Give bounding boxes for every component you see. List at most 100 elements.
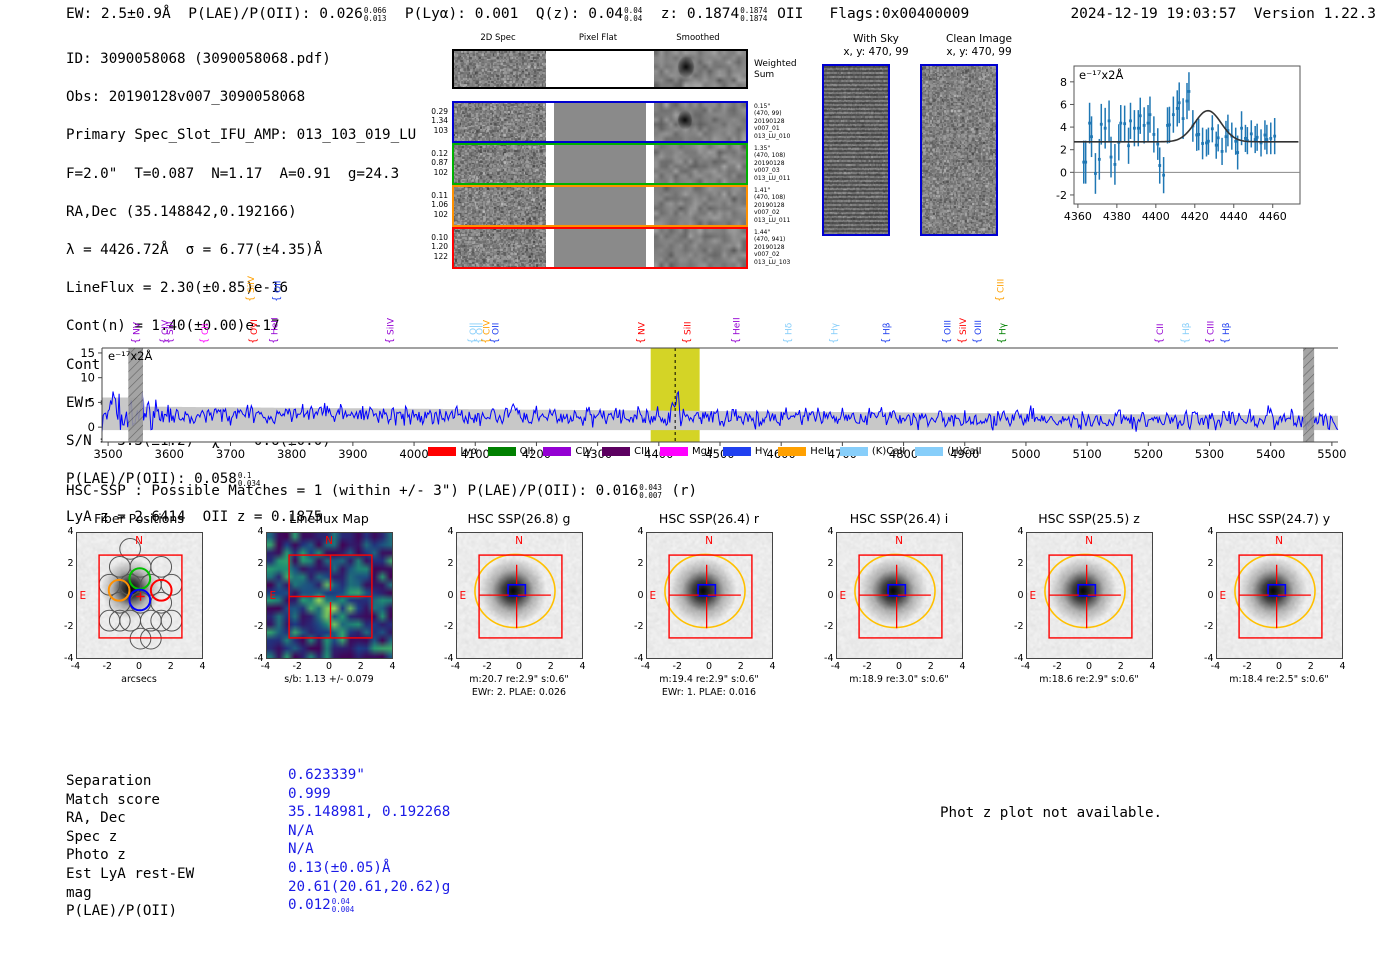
cutout-footer-line1: m:18.4 re:2.5" s:0.6" (1229, 674, 1329, 685)
cutout-footer: arcsecs (46, 674, 232, 687)
hsc-header-suffix: (r) (662, 483, 698, 499)
cutout-xtick: 0 (325, 661, 333, 672)
cutout-overlay (663, 553, 753, 639)
line-marker-NV: NV (133, 321, 143, 335)
cutout-ytick: -2 (634, 621, 644, 633)
with-sky-image (822, 64, 890, 236)
hsc-header-text: HSC-SSP : Possible Matches = 1 (within +… (66, 483, 639, 499)
svg-text:{: { (997, 338, 1008, 344)
cutout-xtick: 2 (1117, 661, 1124, 672)
spec-cell-pixelflat (554, 103, 646, 141)
cutout-xtick: -4 (640, 661, 651, 672)
header-qz-label: Q(z): 0.04 (535, 6, 624, 22)
cutout-footer-line1: m:18.6 re:2.9" s:0.6" (1039, 674, 1139, 685)
svg-text:{: { (972, 338, 983, 344)
spec-row-1 (452, 143, 748, 185)
header-plae-value: 0.026 (319, 6, 363, 22)
spec-cell-smoothed (654, 187, 746, 225)
svg-text:5200: 5200 (1134, 447, 1163, 461)
cutout-ytick: -4 (444, 653, 454, 664)
cutout-ytick: 2 (637, 557, 644, 569)
svg-text:15: 15 (80, 346, 95, 360)
match-detail-value-1: 0.999 (288, 785, 331, 802)
cutout-xtick: 2 (927, 661, 934, 672)
svg-text:{: { (159, 338, 170, 344)
svg-text:0: 0 (1060, 166, 1067, 179)
cutout-xtick: -2 (292, 661, 302, 672)
cutout-title: HSC SSP(25.5) z (1038, 511, 1140, 526)
svg-text:{: { (880, 338, 891, 344)
cutout-xtick: -2 (1242, 661, 1252, 672)
svg-text:{: { (1205, 338, 1216, 344)
cutout-panel-row: Fiber Positions N E 4 2 0 -2 -4 -4 -2 0 2 4 arcsecs Li… (46, 510, 1386, 725)
svg-text:4420: 4420 (1181, 210, 1209, 223)
match-detail-key-4: Photo z (66, 847, 126, 864)
hsc-header-bounds: 0.043 0.007 (639, 483, 662, 500)
cutout-ytick: 0 (1017, 589, 1024, 601)
spec-col-header-smoothed: Smoothed (676, 33, 720, 43)
compass-north: N (325, 535, 333, 547)
cutout-ytick: 2 (67, 557, 74, 569)
svg-text:4800: 4800 (889, 447, 918, 461)
svg-text:{: { (385, 338, 396, 344)
match-detail-value-4: N/A (288, 841, 314, 858)
svg-text:{: { (730, 338, 741, 344)
header-plae-bounds: 0.066 0.013 (363, 6, 387, 23)
info-line-obs: Obs: 20190128v007_3090058068 (66, 89, 306, 106)
cutout-ytick: 0 (257, 589, 264, 601)
cutout-ytick: -4 (824, 653, 834, 664)
header-z-label: z: 0.1874 (660, 6, 740, 22)
cutout-xtick: 0 (1275, 661, 1283, 672)
info-line-lineflux: LineFlux = 2.30(±0.85)e-16 (66, 280, 289, 297)
line-marker-SiIV: SiIV (959, 317, 969, 335)
cutout-xtick: 4 (199, 661, 206, 672)
legend-label: CIV (575, 445, 593, 457)
cutout-xtick: 0 (1085, 661, 1093, 672)
line-marker-HeII: HeII (732, 317, 742, 335)
cutout-footer: m:18.9 re:3.0" s:0.6" (806, 674, 992, 687)
line-marker-CIII: CIII (1207, 321, 1217, 335)
cutout-footer-line1: m:19.4 re:2.9" s:0.6" (659, 674, 759, 685)
line-marker-Hβ: Hβ (882, 322, 892, 335)
svg-text:{: { (957, 338, 968, 344)
svg-text:4380: 4380 (1103, 210, 1131, 223)
svg-text:5500: 5500 (1317, 447, 1346, 461)
legend-item-OII: OII (487, 446, 533, 457)
svg-text:4400: 4400 (1142, 210, 1170, 223)
legend-swatch (487, 446, 516, 456)
match-details-values: 0.623339" 0.999 35.148981, 0.192268 N/A N/A 0… (288, 766, 450, 915)
svg-text:3600: 3600 (155, 447, 184, 461)
hsc-section-header: HSC-SSP : Possible Matches = 1 (within +… (66, 483, 698, 500)
cutout-ytick: -2 (1014, 621, 1024, 633)
svg-text:5300: 5300 (1195, 447, 1224, 461)
line-marker-SiIV: SiIV (387, 317, 397, 335)
cutout-overlay (1233, 553, 1323, 639)
svg-text:3500: 3500 (93, 447, 122, 461)
info-line-id: ID: 3090058068 (3090058068.pdf) (66, 51, 331, 68)
match-detail-value-7: 0.012 0.04 0.004 (288, 897, 355, 915)
cutout-title: HSC SSP(24.7) y (1227, 511, 1331, 526)
cutout-title: Fiber Positions (94, 511, 184, 526)
cutout-xtick: 0 (705, 661, 713, 672)
svg-text:{: { (271, 296, 282, 302)
cutout-footer-line1: s/b: 1.13 +/- 0.079 (284, 674, 374, 685)
cutout-footer-line2: EWr: 2. PLAE: 0.026 (471, 686, 567, 698)
svg-text:{: { (164, 338, 175, 344)
svg-text:5400: 5400 (1256, 447, 1285, 461)
cutout-ytick: 4 (1017, 526, 1024, 537)
svg-text:5000: 5000 (1011, 447, 1040, 461)
compass-east: E (649, 589, 657, 602)
svg-text:4000: 4000 (399, 447, 428, 461)
svg-text:4440: 4440 (1220, 210, 1248, 223)
info-line-plae: P(LAE)/P(OII): 0.058 0.1 0.034 (66, 471, 261, 489)
svg-text:{: { (681, 338, 692, 344)
cutout-ytick: 2 (1017, 557, 1024, 569)
cutout-xtick: 2 (737, 661, 744, 672)
